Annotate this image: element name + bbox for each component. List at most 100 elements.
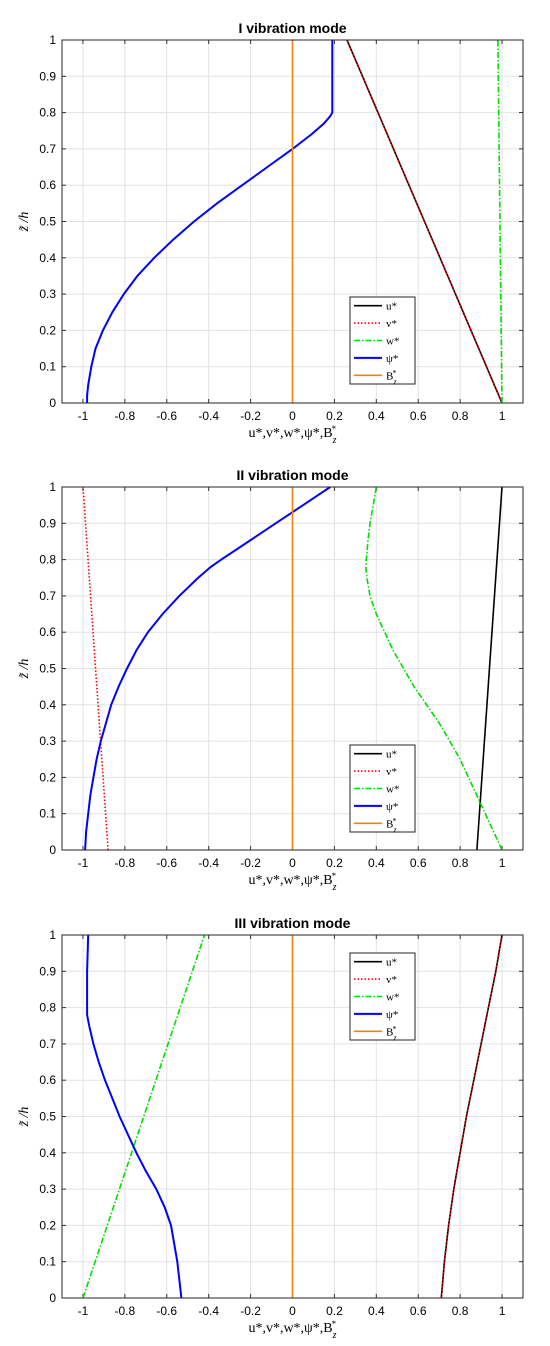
y-tick-label: 0.1 [39, 360, 56, 374]
y-tick-label: 0.7 [39, 589, 56, 603]
chart-panel-1: -1 -0.8 -0.6 -0.4 -0.2 0 0.2 0.4 0.6 0.8 1 0 0.1 0.2 0… [17, 20, 524, 446]
series-line [82, 487, 109, 850]
legend-label: Bz* [386, 368, 397, 386]
y-axis-label: z̃ /h [17, 659, 32, 680]
y-tick-label: 0 [49, 843, 56, 857]
y-tick-label: 0.8 [39, 106, 56, 120]
y-tick-label: 0.2 [39, 1218, 56, 1232]
y-tick-label: 0.2 [39, 770, 56, 784]
x-tick-label: -0.8 [115, 856, 136, 870]
x-tick-label: 0.4 [368, 1304, 385, 1318]
x-tick-label: -0.8 [115, 409, 136, 423]
y-tick-label: 0.4 [39, 1146, 56, 1160]
chart-title: II vibration mode [236, 467, 348, 483]
y-tick-label: 0.5 [39, 662, 56, 676]
x-tick-label: -0.2 [240, 856, 261, 870]
chart-title: III vibration mode [235, 915, 351, 931]
y-tick-label: 0.9 [39, 69, 56, 83]
x-tick-label: -1 [78, 856, 89, 870]
x-tick-label: 0.6 [410, 409, 427, 423]
x-tick-label: 1 [499, 1304, 506, 1318]
y-tick-label: 0.2 [39, 323, 56, 337]
x-tick-label: -0.6 [156, 1304, 177, 1318]
legend: u* v* w* ψ* Bz* [349, 952, 416, 1042]
y-tick-label: 0 [49, 1291, 56, 1305]
y-tick-label: 0.6 [39, 625, 56, 639]
legend-label: Bz* [386, 816, 397, 834]
y-tick-label: 0.5 [39, 1110, 56, 1124]
legend-box [349, 296, 416, 385]
x-tick-label: -0.8 [115, 1304, 136, 1318]
series-line [440, 935, 503, 1298]
x-tick-label: 0.8 [452, 856, 469, 870]
x-tick-label: 0 [289, 1304, 296, 1318]
x-tick-label: 0 [289, 409, 296, 423]
x-tick-label: -0.2 [240, 1304, 261, 1318]
axes-box [61, 486, 524, 851]
series-line [84, 487, 331, 850]
legend-label: u* [386, 957, 397, 969]
y-tick-label: 0.5 [39, 215, 56, 229]
x-tick-label: 0.2 [326, 1304, 343, 1318]
x-axis-label: u*,v*,w*,ψ*,Bz* [248, 424, 336, 446]
series-line [346, 40, 503, 403]
series-line [497, 40, 503, 403]
legend-label: w* [386, 992, 399, 1004]
y-tick-label: 1 [49, 480, 56, 494]
chart-panel-3: -1 -0.8 -0.6 -0.4 -0.2 0 0.2 0.4 0.6 0.8 1 0 0.1 0.2 0… [17, 915, 524, 1341]
x-tick-label: 0 [289, 856, 296, 870]
y-tick-label: 0.3 [39, 1182, 56, 1196]
y-tick-label: 1 [49, 33, 56, 47]
legend: u* v* w* ψ* Bz* [349, 296, 416, 386]
x-tick-label: 1 [499, 856, 506, 870]
y-tick-label: 0.9 [39, 516, 56, 530]
y-tick-label: 0.8 [39, 553, 56, 567]
x-tick-label: -0.2 [240, 409, 261, 423]
y-tick-label: 0.6 [39, 178, 56, 192]
x-tick-label: 1 [499, 409, 506, 423]
y-tick-label: 0.3 [39, 734, 56, 748]
legend-label: v* [386, 974, 397, 986]
y-tick-label: 0.7 [39, 142, 56, 156]
legend-label: ψ* [386, 1009, 398, 1021]
x-axis-label: u*,v*,w*,ψ*,Bz* [248, 1319, 336, 1341]
series-line [86, 935, 183, 1298]
legend-label: w* [386, 784, 399, 796]
x-tick-label: -0.6 [156, 409, 177, 423]
x-tick-label: -0.4 [198, 1304, 219, 1318]
y-tick-label: 0.1 [39, 1255, 56, 1269]
legend-label: v* [386, 766, 397, 778]
chart-panel-2: -1 -0.8 -0.6 -0.4 -0.2 0 0.2 0.4 0.6 0.8 1 0 0.1 0.2 0… [17, 467, 524, 893]
legend-label: w* [386, 336, 399, 348]
axes-box [61, 934, 524, 1299]
x-tick-label: -1 [78, 1304, 89, 1318]
legend-label: Bz* [386, 1024, 397, 1042]
series-line [364, 487, 503, 850]
legend-label: u* [386, 749, 397, 761]
axes-box [61, 39, 524, 404]
x-tick-label: 0.8 [452, 409, 469, 423]
legend-label: u* [386, 301, 397, 313]
x-tick-label: 0.4 [368, 856, 385, 870]
y-tick-label: 0.3 [39, 287, 56, 301]
legend-label: ψ* [386, 353, 398, 365]
series-line [82, 935, 206, 1298]
y-tick-label: 0.7 [39, 1037, 56, 1051]
y-tick-label: 0.4 [39, 251, 56, 265]
legend-box [349, 744, 416, 833]
legend-label: v* [386, 318, 397, 330]
legend-label: ψ* [386, 801, 398, 813]
x-tick-label: -0.4 [198, 856, 219, 870]
x-tick-label: 0.6 [410, 856, 427, 870]
x-tick-label: 0.6 [410, 1304, 427, 1318]
y-tick-label: 0.9 [39, 964, 56, 978]
y-tick-label: 0.4 [39, 698, 56, 712]
y-tick-label: 0.6 [39, 1073, 56, 1087]
x-tick-label: 0.8 [452, 1304, 469, 1318]
x-tick-label: -1 [78, 409, 89, 423]
x-tick-label: 0.4 [368, 409, 385, 423]
y-tick-label: 0 [49, 396, 56, 410]
y-tick-label: 0.8 [39, 1001, 56, 1015]
